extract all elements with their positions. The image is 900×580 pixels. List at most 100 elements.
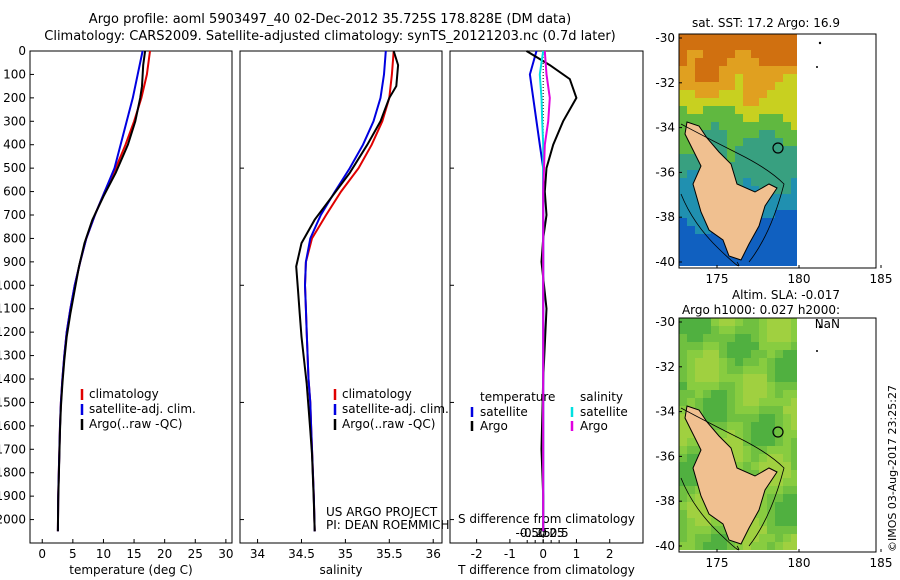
x-tick-label: 35.5 <box>376 547 403 561</box>
depth-tick-label: 1600 <box>0 419 26 433</box>
sst-island <box>818 41 822 45</box>
map-lat-tick-label: -30 <box>655 31 675 45</box>
depth-tick-label: 800 <box>3 231 26 245</box>
depth-tick-label: 1900 <box>0 489 26 503</box>
difference-panel-xlabel-top: S difference from climatology <box>458 512 635 526</box>
depth-tick-label: 1700 <box>0 442 26 456</box>
series-line-argo <box>542 50 551 532</box>
sst-argo-float-marker <box>772 142 784 154</box>
x-tick-label: 25 <box>188 547 203 561</box>
depth-tick-label: 2000 <box>0 513 26 527</box>
sla-argo-float-marker <box>772 426 784 438</box>
depth-tick-label: 1400 <box>0 372 26 386</box>
x-tick-label: 34.5 <box>288 547 315 561</box>
series-line-argo-raw-qc- <box>295 50 400 532</box>
pi-annotation: US ARGO PROJECT <box>326 505 438 519</box>
difference-panel-xlabel: T difference from climatology <box>457 563 635 577</box>
legend-header: temperature <box>480 390 555 404</box>
x-tick-label: 36 <box>426 547 441 561</box>
plot-title-line1: Argo profile: aoml 5903497_40 02-Dec-201… <box>88 12 572 27</box>
x-tick-label: 20 <box>157 547 172 561</box>
depth-tick-label: 600 <box>3 185 26 199</box>
sla-island <box>816 350 818 352</box>
sst-no-data-area <box>797 34 876 268</box>
map-lon-tick-label: 185 <box>870 556 893 570</box>
map-lat-tick-label: -34 <box>655 405 675 419</box>
legend-label: Argo(..raw -QC) <box>89 417 182 431</box>
top-x-tick-label: 0.25 <box>538 526 565 540</box>
sst-island <box>816 66 818 68</box>
depth-tick-label: 1500 <box>0 395 26 409</box>
depth-tick-label: 900 <box>3 255 26 269</box>
imos-timestamp: ©IMOS 03-Aug-2017 23:25:27 <box>886 385 899 552</box>
sla-contour <box>680 407 785 547</box>
sst-map <box>678 33 882 269</box>
legend-label: satellite-adj. clim. <box>342 402 449 416</box>
x-tick-label: 2 <box>606 547 614 561</box>
map-lat-tick-label: -30 <box>655 315 675 329</box>
depth-tick-label: 1100 <box>0 302 26 316</box>
x-tick-label: 1 <box>573 547 581 561</box>
x-tick-label: 10 <box>96 547 111 561</box>
depth-tick-label: 200 <box>3 91 26 105</box>
depth-tick-label: 400 <box>3 138 26 152</box>
temperature-panel-xlabel: temperature (deg C) <box>69 563 192 577</box>
map-lat-tick-label: -38 <box>655 494 675 508</box>
depth-tick-label: 1000 <box>0 278 26 292</box>
sla-map-title-line1: Altim. SLA: -0.017 <box>731 288 840 302</box>
difference-panel-frame <box>449 50 644 544</box>
x-tick-label: 0 <box>38 547 46 561</box>
map-lat-tick-label: -32 <box>655 76 675 90</box>
map-lat-tick-label: -36 <box>655 449 675 463</box>
x-tick-label: -2 <box>471 547 483 561</box>
map-lon-tick-label: 180 <box>788 272 811 286</box>
x-tick-label: 30 <box>218 547 233 561</box>
sla-map <box>678 317 882 553</box>
map-lon-tick-label: 175 <box>706 556 729 570</box>
legend-label: satellite-adj. clim. <box>89 402 196 416</box>
depth-tick-label: 0 <box>18 44 26 58</box>
legend-label: Argo <box>480 419 508 433</box>
depth-tick-label: 100 <box>3 67 26 81</box>
map-lon-tick-label: 175 <box>706 272 729 286</box>
sla-island <box>818 325 822 329</box>
map-lat-tick-label: -34 <box>655 121 675 135</box>
plot-title-line2: Climatology: CARS2009. Satellite-adjuste… <box>44 29 616 44</box>
x-tick-label: -1 <box>504 547 516 561</box>
depth-tick-label: 700 <box>3 208 26 222</box>
map-lat-tick-label: -36 <box>655 165 675 179</box>
map-lat-tick-label: -40 <box>655 539 675 553</box>
depth-tick-label: 1300 <box>0 349 26 363</box>
salinity-panel-xlabel: salinity <box>319 563 362 577</box>
top-x-tick-label: 0.5 <box>550 526 569 540</box>
legend-label: Argo <box>580 419 608 433</box>
salinity-panel-frame <box>239 50 443 544</box>
sst-map-frame <box>678 33 877 269</box>
sst-map-title: sat. SST: 17.2 Argo: 16.9 <box>691 16 840 30</box>
legend-label: climatology <box>342 387 412 401</box>
legend-label: climatology <box>89 387 159 401</box>
legend-label: satellite <box>580 405 628 419</box>
x-tick-label: 35 <box>338 547 353 561</box>
pi-annotation: PI: DEAN ROEMMICH <box>326 518 449 532</box>
series-line-argo-raw-qc- <box>56 50 147 532</box>
depth-tick-label: 1800 <box>0 466 26 480</box>
x-tick-label: 0 <box>539 547 547 561</box>
legend-header: salinity <box>580 390 623 404</box>
map-lat-tick-label: -32 <box>655 360 675 374</box>
depth-tick-label: 300 <box>3 114 26 128</box>
sst-new-zealand-landmass <box>684 121 778 261</box>
top-x-tick-label: 0 <box>539 526 547 540</box>
depth-tick-label: 1200 <box>0 325 26 339</box>
map-lat-tick-label: -40 <box>655 255 675 269</box>
temperature-panel-frame <box>29 50 233 544</box>
top-x-tick-label: -0.5 <box>515 526 538 540</box>
legend-label: Argo(..raw -QC) <box>342 417 435 431</box>
sla-map-title-line2: Argo h1000: 0.027 h2000: NaN <box>681 303 840 331</box>
x-tick-label: 34 <box>250 547 265 561</box>
sst-contour <box>680 193 740 267</box>
map-lon-tick-label: 180 <box>788 556 811 570</box>
sst-contour <box>680 123 785 263</box>
sla-new-zealand-landmass <box>684 405 778 545</box>
